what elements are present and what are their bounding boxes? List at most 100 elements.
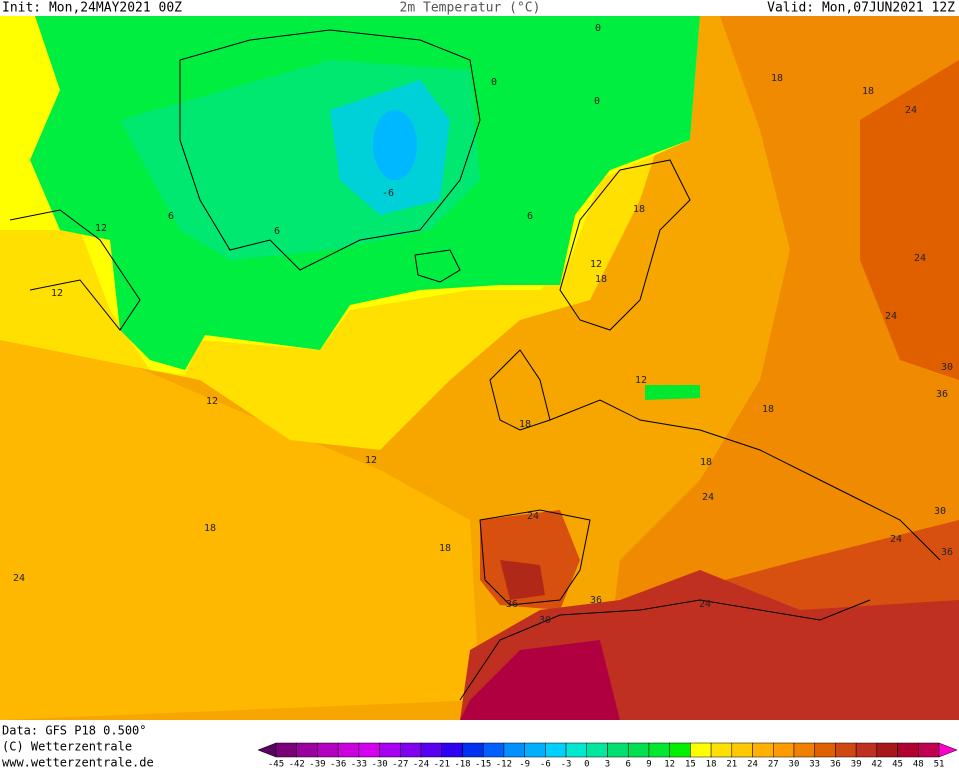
colorbar-label: 45	[892, 760, 903, 770]
colorbar-label: 51	[934, 760, 945, 770]
init-time: Init: Mon,24MAY2021 00Z	[2, 1, 182, 16]
colorbar-box	[482, 742, 505, 758]
colorbar-label: 42	[871, 760, 882, 770]
contour-label: 36	[506, 599, 518, 610]
contour-label: 18	[519, 419, 531, 430]
colorbar-box	[462, 742, 484, 758]
contour-label: 36	[590, 595, 602, 606]
contour-label: -6	[382, 188, 394, 199]
contour-label: 36	[936, 389, 948, 400]
contour-label: 24	[699, 599, 711, 610]
contour-label: 0	[491, 77, 497, 88]
colorbar-box	[876, 742, 898, 758]
contour-label: 12	[51, 288, 63, 299]
colorbar-box	[731, 742, 753, 758]
colorbar-box	[627, 742, 650, 758]
contour-label: 18	[771, 73, 783, 84]
contour-label: 24	[890, 534, 902, 545]
colorbar-box	[524, 742, 546, 758]
contour-label: 18	[633, 204, 645, 215]
colorbar-label: 0	[584, 760, 589, 770]
colorbar-label: 21	[726, 760, 737, 770]
contour-label: 12	[206, 396, 218, 407]
colorbar-box	[275, 742, 297, 758]
colorbar-box	[752, 742, 774, 758]
colorbar-box	[317, 742, 339, 758]
colorbar-box	[918, 742, 940, 758]
colorbar-label: 15	[685, 760, 696, 770]
iceland-coast	[414, 249, 461, 283]
header-bar	[0, 0, 959, 16]
contour-label: 36	[941, 547, 953, 558]
colorbar-box	[773, 742, 795, 758]
colorbar-label: -39	[309, 760, 325, 770]
colorbar-label: -18	[454, 760, 470, 770]
colorbar-box	[296, 742, 318, 758]
colorbar-box	[710, 742, 733, 758]
colorbar-label: -12	[496, 760, 512, 770]
colorbar-label: 18	[706, 760, 717, 770]
contour-label: 18	[439, 543, 451, 554]
contour-label: 30	[539, 615, 551, 626]
colorbar-box	[648, 742, 670, 758]
colorbar-label: -42	[289, 760, 305, 770]
colorbar-box	[586, 742, 608, 758]
copyright: (C) Wetterzentrale	[2, 740, 132, 754]
colorbar-label: 24	[747, 760, 758, 770]
colorbar-label: -6	[540, 760, 551, 770]
contour-label: 24	[885, 311, 897, 322]
colorbar-box	[607, 742, 629, 758]
colorbar-label: 33	[809, 760, 820, 770]
map	[0, 16, 959, 720]
atlantic-warm-field	[0, 330, 480, 720]
contour-label: 24	[702, 492, 714, 503]
colorbar-label: 27	[768, 760, 779, 770]
africa-hottest-field	[460, 640, 620, 720]
contour-label: 6	[527, 211, 533, 222]
iberia-hottest-field	[500, 560, 545, 600]
colorbar-box	[441, 742, 463, 758]
colorbar-box	[565, 742, 588, 758]
contour-label: 24	[905, 105, 917, 116]
colorbar-box	[855, 742, 878, 758]
iberia-hot-field	[480, 510, 580, 610]
contour-label: 6	[274, 226, 280, 237]
colorbar-arrow-right	[938, 742, 958, 758]
greenland-coldest-field	[373, 110, 417, 180]
contour-label: 12	[590, 259, 602, 270]
alps-cool-field	[645, 385, 700, 400]
colorbar-label: -36	[330, 760, 346, 770]
colorbar-label: 9	[646, 760, 651, 770]
colorbar-label: -21	[434, 760, 450, 770]
colorbar-label: -30	[371, 760, 387, 770]
contour-label: 18	[700, 457, 712, 468]
colorbar-box	[793, 742, 815, 758]
colorbar-label: 12	[664, 760, 675, 770]
africa-coast	[459, 599, 871, 701]
website: www.wetterzentrale.de	[2, 756, 154, 770]
colorbar-box	[897, 742, 919, 758]
colorbar-label: -45	[268, 760, 284, 770]
colorbar-label: -33	[351, 760, 367, 770]
colorbar-label: -24	[413, 760, 429, 770]
russia-hot-field	[860, 60, 959, 380]
contour-label: 30	[934, 506, 946, 517]
contour-label: 18	[204, 523, 216, 534]
colorbar-box	[545, 742, 567, 758]
colorbar-box	[358, 742, 380, 758]
scandinavia-coast	[559, 159, 691, 331]
contour-label: 18	[595, 274, 607, 285]
contour-label: 6	[168, 211, 174, 222]
contour-label: 12	[95, 223, 107, 234]
colorbar-box	[835, 742, 857, 758]
contour-label: 30	[941, 362, 953, 373]
colorbar-label: 30	[789, 760, 800, 770]
europe-coast	[549, 399, 941, 561]
colorbar-label: 39	[851, 760, 862, 770]
colorbar-box	[503, 742, 525, 758]
colorbar-box	[690, 742, 712, 758]
contour-label: 24	[914, 253, 926, 264]
data-source: Data: GFS P18 0.500°	[2, 724, 147, 738]
contour-label: 24	[527, 511, 539, 522]
